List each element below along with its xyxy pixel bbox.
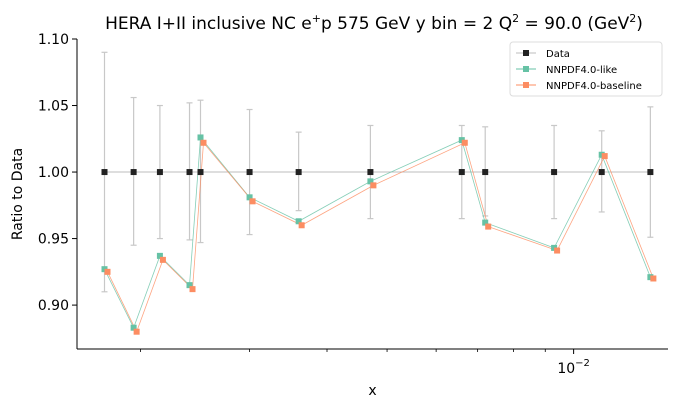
data-point — [101, 169, 108, 176]
data-point — [598, 169, 605, 176]
data-point — [482, 169, 489, 176]
data-point — [156, 169, 163, 176]
data-point — [197, 169, 204, 176]
baseline-point — [104, 268, 111, 275]
title-part: ) — [636, 14, 643, 34]
data-point — [647, 169, 654, 176]
baseline-point — [601, 153, 608, 160]
like-point — [482, 219, 489, 226]
x-tick-exp: −2 — [575, 358, 590, 369]
title-part: 2 — [629, 12, 636, 25]
x-axis-label: x — [368, 383, 376, 399]
y-tick-label: 1.05 — [38, 99, 69, 115]
axes: 0.90 0.95 1.00 1.05 1.10 10−2 x Ratio to Data — [10, 32, 668, 399]
legend-label: Data — [546, 49, 570, 60]
x-tick-label: 10−2 — [557, 358, 590, 377]
y-tick-label: 0.95 — [38, 232, 69, 248]
like-point — [156, 252, 163, 259]
title-part: 2 — [512, 12, 519, 25]
like-line — [104, 136, 651, 329]
legend-label: NNPDF4.0-baseline — [546, 81, 642, 92]
like-point — [246, 194, 253, 201]
chart-marks — [101, 51, 657, 335]
like-point — [367, 178, 374, 185]
legend-frame — [509, 41, 663, 97]
baseline-point — [461, 139, 468, 146]
data-point — [458, 169, 465, 176]
baseline-point — [189, 286, 196, 293]
baseline-point — [159, 256, 166, 263]
baseline-point — [298, 222, 305, 229]
y-tick-label: 0.90 — [38, 298, 69, 314]
data-point — [130, 169, 137, 176]
baseline-point — [554, 247, 561, 254]
y-tick-label: 1.10 — [38, 32, 69, 48]
title-part: + — [312, 12, 321, 25]
baseline-point — [249, 198, 256, 205]
chart-title: HERA I+II inclusive NC e+p 575 GeV y bin… — [105, 12, 643, 34]
x-tick-base: 10 — [557, 361, 575, 377]
data-point — [551, 169, 558, 176]
title-part: p 575 GeV y bin = 2 Q — [321, 14, 512, 34]
title-part: = 90.0 (GeV — [519, 14, 630, 34]
data-point — [367, 169, 374, 176]
data-point — [295, 169, 302, 176]
baseline-point — [370, 182, 377, 189]
legend: Data NNPDF4.0-like NNPDF4.0-baseline — [509, 41, 663, 97]
legend-marker — [523, 50, 529, 56]
baseline-point — [650, 275, 657, 282]
legend-label: NNPDF4.0-like — [546, 65, 617, 76]
like-point — [186, 282, 193, 289]
like-point — [130, 324, 137, 331]
data-point — [186, 169, 193, 176]
like-point — [197, 134, 204, 141]
like-point — [295, 218, 302, 225]
baseline-point — [200, 139, 207, 146]
y-axis-label: Ratio to Data — [10, 148, 26, 240]
baseline-point — [133, 328, 140, 335]
data-point — [246, 169, 253, 176]
legend-marker — [523, 66, 529, 72]
y-tick-label: 1.00 — [38, 165, 69, 181]
baseline-point — [485, 223, 492, 230]
title-part: HERA I+II inclusive NC e — [105, 14, 312, 34]
legend-marker — [523, 82, 529, 88]
